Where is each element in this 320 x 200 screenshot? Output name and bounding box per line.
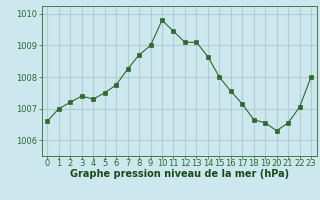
X-axis label: Graphe pression niveau de la mer (hPa): Graphe pression niveau de la mer (hPa) <box>70 169 289 179</box>
